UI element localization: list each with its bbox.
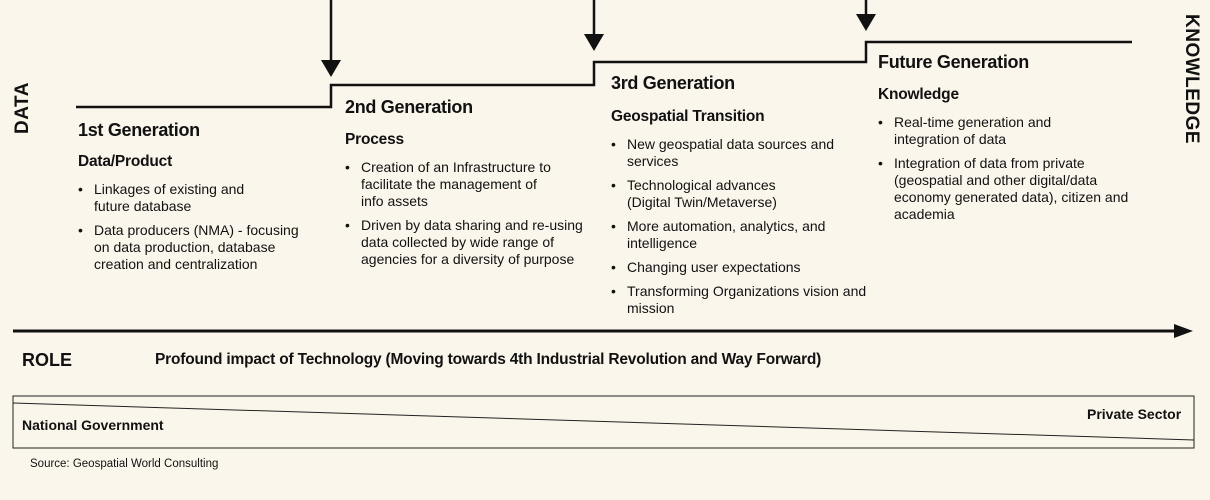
role-label: ROLE [22,350,73,370]
generation-1-subtitle: Data/Product [78,153,173,170]
arrow-head-future [856,14,876,31]
generation-future-subtitle: Knowledge [878,86,959,103]
role-transition-box [12,395,1195,449]
generation-3-points: New geospatial data sources and services… [611,136,866,324]
source-note: Source: Geospatial World Consulting [30,458,219,470]
list-item: Transforming Organizations vision and mi… [611,283,867,317]
national-government-label: National Government [22,417,164,433]
role-transition-diagonal [12,402,1195,441]
generation-future-points: Real-time generation and integration of … [878,114,1138,230]
generation-2-title: 2nd Generation [345,97,473,117]
data-axis-label: DATA [12,82,33,134]
arrow-head-2nd [321,60,341,77]
arrow-head-3rd [584,34,604,51]
list-item: Data producers (NMA) - focusing on data … [78,222,314,273]
timeline-arrow-head [1174,324,1193,338]
generation-2-points: Creation of an Infrastructure to facilit… [345,159,605,275]
list-item: Driven by data sharing and re-using data… [345,217,601,268]
generation-2-subtitle: Process [345,131,404,148]
list-item: New geospatial data sources and services [611,136,857,170]
technology-impact-caption: Profound impact of Technology (Moving to… [155,351,822,368]
generation-1-title: 1st Generation [78,120,200,140]
private-sector-label: Private Sector [1087,406,1182,422]
generation-future-title: Future Generation [878,52,1029,72]
list-item: Real-time generation and integration of … [878,114,1074,148]
list-item: Changing user expectations [611,259,857,276]
generation-3-subtitle: Geospatial Transition [611,108,765,125]
knowledge-axis-label: KNOWLEDGE [1181,14,1202,145]
list-item: More automation, analytics, and intellig… [611,218,852,252]
list-item: Integration of data from private (geospa… [878,155,1134,223]
generation-3-title: 3rd Generation [611,73,735,93]
list-item: Linkages of existing and future database [78,181,264,215]
list-item: Creation of an Infrastructure to facilit… [345,159,551,210]
list-item: Technological advances (Digital Twin/Met… [611,177,817,211]
generation-1-points: Linkages of existing and future database… [78,181,323,280]
staircase-line [76,40,1132,109]
